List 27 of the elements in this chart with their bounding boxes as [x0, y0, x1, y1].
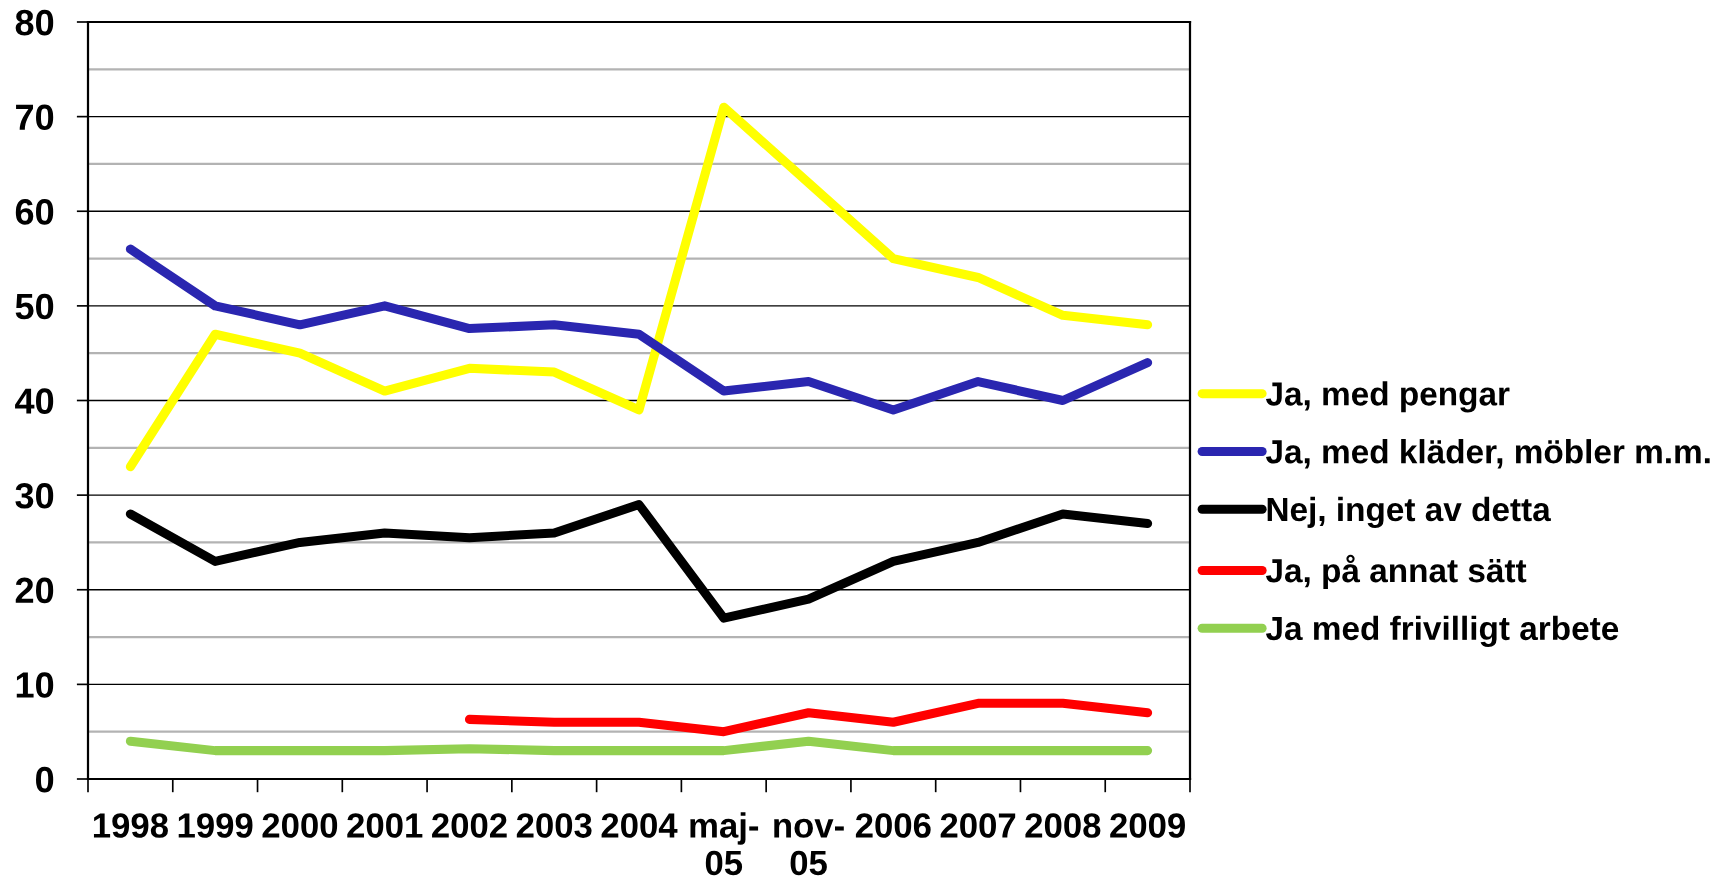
legend-label: Ja med frivilligt arbete	[1265, 615, 1619, 647]
y-tick-label: 30	[15, 482, 54, 509]
y-tick-label: 0	[36, 766, 54, 793]
x-tick-label: 2007	[940, 813, 1016, 838]
y-tick-label: 60	[15, 199, 54, 225]
x-tick-label: 2003	[516, 813, 592, 838]
x-tick-label: 2001	[347, 813, 423, 838]
legend-label: Nej, inget av detta	[1267, 496, 1551, 529]
x-tick-label: 2009	[1110, 813, 1185, 838]
y-tick-label: 70	[16, 104, 54, 131]
x-tick-label: 2004	[601, 813, 678, 838]
x-tick-label: 2002	[432, 813, 507, 838]
x-tick-label: 2000	[262, 813, 338, 838]
y-tick-label: 20	[15, 577, 54, 604]
y-tick-label: 40	[15, 388, 54, 414]
x-tick-label: nov- 05	[774, 818, 844, 876]
x-tick-label: maj- 05	[690, 812, 759, 876]
x-tick-label: 1999	[178, 813, 253, 838]
legend-label: Ja, med pengar	[1265, 381, 1510, 413]
x-tick-label: 2008	[1025, 813, 1101, 838]
y-tick-label: 80	[15, 9, 54, 36]
x-tick-label: 2006	[855, 813, 931, 838]
legend-label: Ja, med kläder, möbler m.m.	[1265, 439, 1710, 469]
y-tick-label: 10	[16, 672, 54, 698]
y-tick-label: 50	[15, 293, 54, 320]
legend-label: Ja, på annat sätt	[1265, 554, 1527, 590]
x-tick-label: 1998	[93, 813, 168, 838]
